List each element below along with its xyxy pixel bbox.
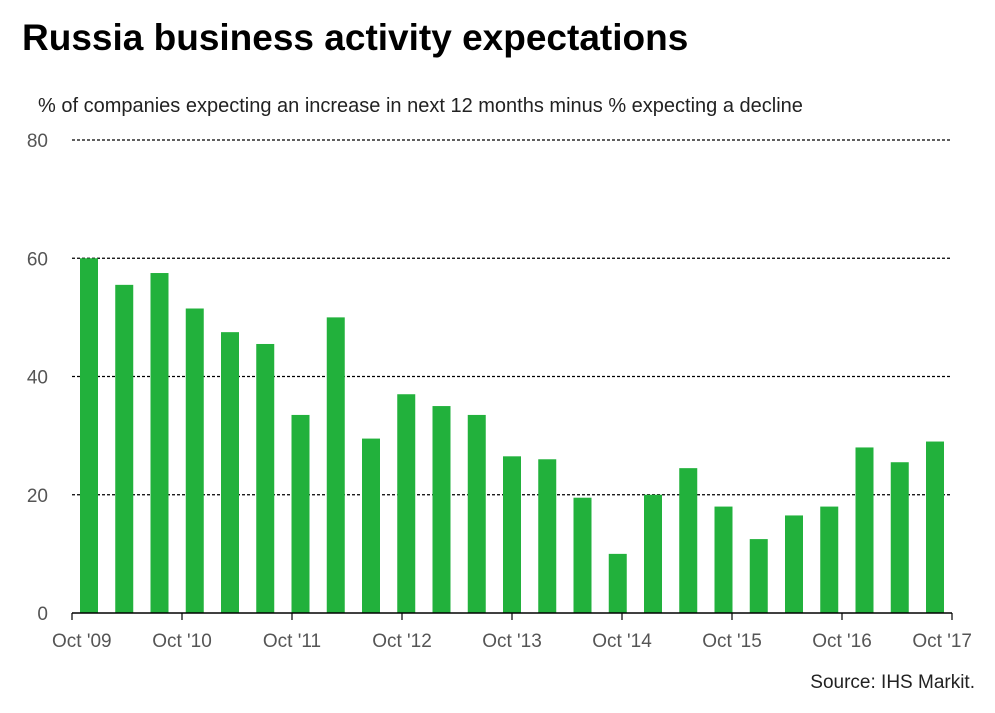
bar <box>503 456 521 613</box>
bar <box>432 406 451 613</box>
bar <box>785 515 803 613</box>
y-tick-label: 20 <box>27 486 48 507</box>
bar <box>714 506 733 613</box>
y-tick-label: 0 <box>37 604 48 625</box>
y-tick-label: 80 <box>27 131 48 152</box>
source-note: Source: IHS Markit. <box>810 672 975 693</box>
bar <box>608 553 627 613</box>
bar <box>185 308 204 613</box>
bar <box>644 494 662 613</box>
x-tick-label: Oct '17 <box>912 631 972 652</box>
bar <box>80 258 98 613</box>
bar <box>820 506 839 613</box>
x-tick-label: Oct '12 <box>372 631 432 652</box>
gridlines <box>72 139 952 496</box>
x-tick-label: Oct '13 <box>482 631 542 652</box>
x-tick-label: Oct '15 <box>702 631 762 652</box>
bar <box>256 343 275 613</box>
x-axis-ticks: Oct '09 Oct '10 Oct '11 Oct '12 Oct '13 Oct '… <box>52 613 972 652</box>
bar <box>221 332 239 613</box>
y-axis-ticks: 0 20 40 60 80 <box>27 131 48 625</box>
bars <box>80 258 944 613</box>
bar <box>397 394 416 613</box>
bar <box>115 284 134 613</box>
bar <box>291 414 310 613</box>
x-tick-label: Oct '09 <box>52 631 112 652</box>
bar <box>538 459 557 613</box>
x-tick-label: Oct '14 <box>592 631 652 652</box>
x-tick-label: Oct '16 <box>812 631 872 652</box>
chart-title: Russia business activity expectations <box>22 17 688 58</box>
x-tick-label: Oct '11 <box>263 631 321 652</box>
bar <box>890 462 909 613</box>
bar <box>749 539 768 613</box>
bar <box>150 273 169 613</box>
chart-subtitle: % of companies expecting an increase in … <box>38 95 803 117</box>
bar <box>926 441 944 613</box>
bar <box>467 414 486 613</box>
bar <box>326 317 345 613</box>
bar <box>362 438 380 613</box>
bar <box>679 468 698 613</box>
y-tick-label: 60 <box>27 249 48 270</box>
x-tick-label: Oct '10 <box>152 631 212 652</box>
bar <box>573 497 592 613</box>
y-tick-label: 40 <box>27 368 48 389</box>
bar <box>855 447 874 613</box>
